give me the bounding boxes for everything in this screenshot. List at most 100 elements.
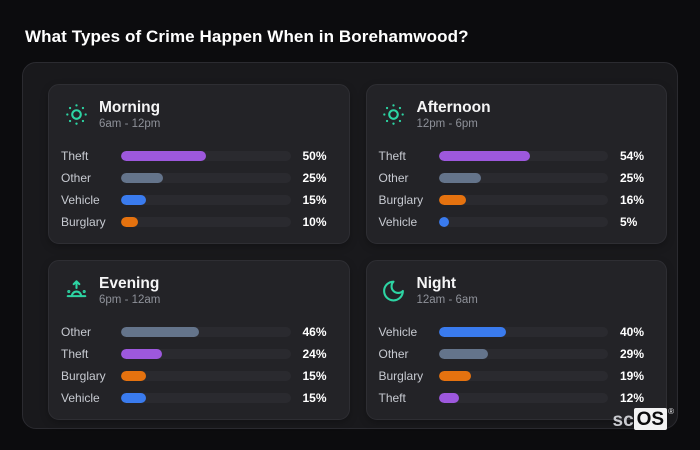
bar-fill: [121, 327, 199, 338]
bar-category-label: Vehicle: [61, 391, 100, 406]
bar-track: [121, 349, 291, 360]
bar-value-label: 50%: [302, 149, 327, 164]
bar-row: Vehicle 40%: [379, 321, 655, 343]
bar-category-label: Burglary: [61, 369, 106, 384]
bar-value-label: 46%: [302, 325, 327, 340]
bar-fill: [121, 393, 147, 404]
bar-track: [438, 327, 608, 338]
card-header: Night 12am - 6am: [381, 275, 655, 306]
bar-row: Burglary 10%: [61, 211, 337, 233]
bar-fill: [438, 393, 459, 404]
bar-value-label: 25%: [620, 171, 645, 186]
bar-track: [121, 217, 291, 228]
bar-category-label: Burglary: [378, 193, 424, 208]
bar-row: Vehicle 15%: [61, 189, 337, 211]
bar-row: Theft 54%: [379, 145, 655, 167]
bar-value-label: 25%: [302, 171, 327, 186]
bar-value-label: 16%: [620, 193, 645, 208]
bar-row: Burglary 16%: [379, 189, 655, 211]
bar-category-label: Other: [61, 325, 92, 340]
bar-fill: [438, 371, 471, 382]
bar-value-label: 15%: [302, 391, 327, 406]
bar-category-label: Vehicle: [378, 215, 418, 230]
bar-row: Vehicle 5%: [379, 211, 655, 233]
card-title: Night: [416, 275, 457, 293]
bar-category-label: Theft: [378, 391, 406, 406]
bar-fill: [121, 217, 138, 228]
bar-category-label: Other: [378, 171, 409, 186]
bar-fill: [438, 217, 449, 228]
sun-icon: [63, 102, 89, 128]
card-time-range: 12pm - 6pm: [416, 118, 478, 131]
bar-track: [438, 393, 608, 404]
bar-chart: Other 46% Theft 24% Burglary 15% Vehicle 15%: [61, 321, 337, 409]
bar-track: [121, 173, 291, 184]
bar-category-label: Theft: [61, 347, 89, 362]
bar-fill: [121, 151, 206, 162]
bar-row: Vehicle 15%: [61, 387, 337, 409]
bar-value-label: 19%: [620, 369, 645, 384]
bar-fill: [121, 371, 147, 382]
bar-row: Theft 24%: [61, 343, 337, 365]
time-card-morning: Morning 6am - 12pm Theft 50% Other 25% Vehic…: [48, 84, 350, 245]
bar-category-label: Vehicle: [378, 325, 418, 340]
bar-row: Other 29%: [379, 343, 655, 365]
bar-category-label: Burglary: [378, 369, 424, 384]
bar-track: [121, 151, 291, 162]
bar-track: [121, 393, 291, 404]
bar-value-label: 12%: [620, 391, 645, 406]
bar-fill: [438, 151, 531, 162]
bar-fill: [438, 349, 488, 360]
bar-fill: [121, 173, 164, 184]
card-time-range: 6am - 12pm: [99, 118, 161, 131]
scos-logo[interactable]: sc OS ®: [612, 407, 674, 431]
bar-track: [438, 217, 608, 228]
time-card-evening: Evening 6pm - 12am Other 46% Theft 24% Burgl…: [48, 260, 350, 421]
bar-fill: [121, 195, 147, 206]
card-title: Afternoon: [416, 99, 491, 116]
registered-trademark-mark: ®: [668, 407, 674, 416]
bar-fill: [438, 173, 481, 184]
bar-chart: Vehicle 40% Other 29% Burglary 19% Theft 12%: [379, 321, 655, 409]
bar-chart: Theft 50% Other 25% Vehicle 15% Burglary 10%: [61, 145, 337, 233]
card-title: Evening: [99, 275, 160, 293]
scos-logo-prefix: sc: [612, 410, 634, 431]
bar-track: [438, 349, 608, 360]
time-card-night: Night 12am - 6am Vehicle 40% Other 29% Burgl…: [365, 260, 667, 421]
bar-row: Other 46%: [61, 321, 337, 343]
bar-track: [438, 173, 608, 184]
bar-track: [438, 371, 608, 382]
bar-chart: Theft 54% Other 25% Burglary 16% Vehicle 5%: [379, 145, 655, 233]
bar-track: [121, 371, 291, 382]
bar-category-label: Other: [61, 171, 92, 186]
bar-row: Other 25%: [61, 167, 337, 189]
bar-row: Burglary 19%: [379, 365, 655, 387]
card-header: Evening 6pm - 12am: [63, 275, 337, 306]
bar-fill: [121, 349, 162, 360]
scos-logo-suffix: OS: [633, 408, 668, 430]
card-time-range: 12am - 6am: [416, 294, 478, 307]
card-header: Morning 6am - 12pm: [63, 99, 337, 130]
bar-fill: [438, 327, 507, 338]
bar-value-label: 15%: [302, 193, 327, 208]
dashboard-panel: Morning 6am - 12pm Theft 50% Other 25% Vehic…: [22, 62, 678, 429]
bar-row: Theft 50%: [61, 145, 337, 167]
time-card-afternoon: Afternoon 12pm - 6pm Theft 54% Other 25% Bur…: [365, 84, 667, 245]
bar-track: [438, 151, 608, 162]
bar-category-label: Other: [378, 347, 409, 362]
bar-value-label: 24%: [302, 347, 327, 362]
bar-fill: [438, 195, 466, 206]
bar-category-label: Theft: [378, 149, 406, 164]
bar-value-label: 10%: [302, 215, 327, 230]
bar-value-label: 15%: [302, 369, 327, 384]
bar-category-label: Vehicle: [61, 193, 100, 208]
card-title: Morning: [99, 99, 161, 116]
bar-row: Other 25%: [379, 167, 655, 189]
sun-icon: [381, 102, 407, 128]
bar-category-label: Burglary: [61, 215, 106, 230]
bar-track: [121, 195, 291, 206]
bar-row: Theft 12%: [379, 387, 655, 409]
bar-value-label: 40%: [620, 325, 645, 340]
bar-row: Burglary 15%: [61, 365, 337, 387]
moon-icon: [381, 278, 407, 304]
